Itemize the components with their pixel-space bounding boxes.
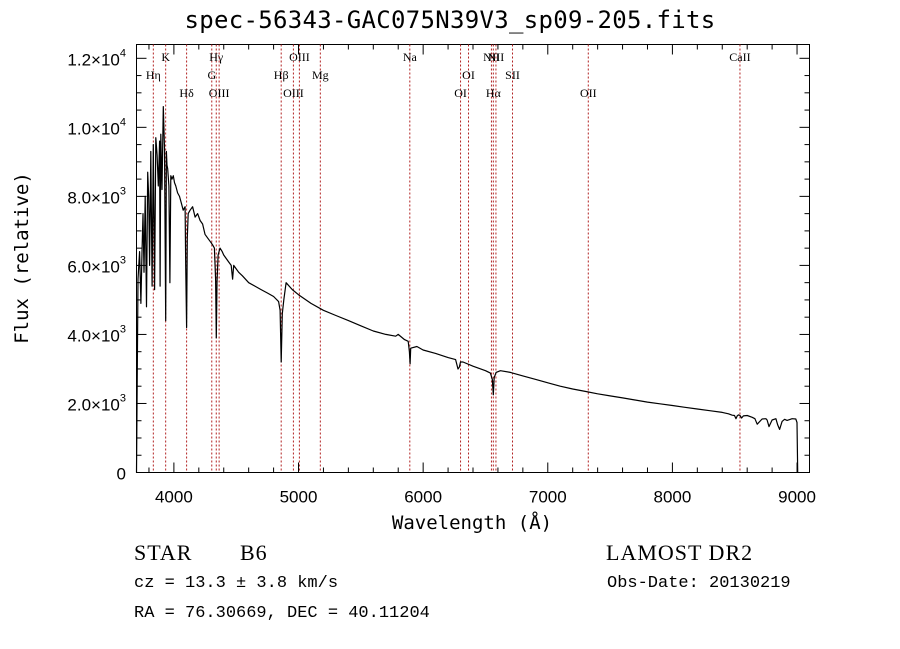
line-marker-label: CaII <box>729 50 750 64</box>
line-marker-label: Na <box>403 50 418 64</box>
y-tick-label: 1.2×104 <box>67 47 126 69</box>
line-marker-label: SII <box>505 68 520 82</box>
series-group <box>135 105 799 473</box>
x-tick-label: 5000 <box>280 488 318 507</box>
x-axis-label: Wavelength (Å) <box>392 511 552 534</box>
axis-ticks: 4000 5000 6000 7000 8000 9000 0 2.0×103 4.0×103 6… <box>67 44 816 507</box>
line-marker-label: Hγ <box>209 50 224 64</box>
line-marker-label: G <box>207 68 216 82</box>
line-marker-label: Mg <box>312 68 329 82</box>
x-tick-label: 4000 <box>155 488 193 507</box>
line-marker-label: Hη <box>146 68 161 82</box>
y-axis-label: Flux (relative) <box>11 172 33 344</box>
x-tick-label: 6000 <box>404 488 442 507</box>
x-tick-label: 8000 <box>653 488 691 507</box>
x-tick-label: 7000 <box>529 488 567 507</box>
line-marker-label: NII <box>488 50 505 64</box>
x-tick-label: 9000 <box>778 488 816 507</box>
line-marker-label: Hβ <box>274 68 289 82</box>
line-marker-label: OI <box>454 86 467 100</box>
line-marker-label: OI <box>462 68 475 82</box>
line-marker-label: Hα <box>486 86 502 100</box>
line-marker-label: OIII <box>209 86 230 100</box>
line-marker-label: OIII <box>283 86 304 100</box>
y-tick-label: 6.0×103 <box>67 254 126 276</box>
coordinates: RA = 76.30669, DEC = 40.11204 <box>134 604 430 623</box>
line-marker-label: OIII <box>289 50 310 64</box>
spectrum-line <box>135 105 799 473</box>
line-marker-label: K <box>161 50 170 64</box>
y-tick-label: 0 <box>117 465 126 484</box>
object-class: STAR <box>134 540 193 565</box>
observation-date: Obs-Date: 20130219 <box>607 574 791 593</box>
line-marker-label: Hδ <box>179 86 194 100</box>
y-tick-label: 8.0×103 <box>67 185 126 207</box>
plot-frame <box>136 44 810 473</box>
line-markers: HηKHδGHγOIIIHβOIIIOIIIMgNaOIOINIIHαNIISI… <box>146 44 751 473</box>
y-tick-label: 1.0×104 <box>67 116 126 138</box>
redshift-cz: cz = 13.3 ± 3.8 km/s <box>134 574 339 593</box>
chart-title: spec-56343-GAC075N39V3_sp09-205.fits <box>184 6 716 34</box>
y-tick-label: 2.0×103 <box>67 392 126 414</box>
line-marker-label: OII <box>580 86 597 100</box>
survey-name: LAMOST DR2 <box>606 540 754 565</box>
subclass: B6 <box>240 540 268 565</box>
y-tick-label: 4.0×103 <box>67 323 126 345</box>
